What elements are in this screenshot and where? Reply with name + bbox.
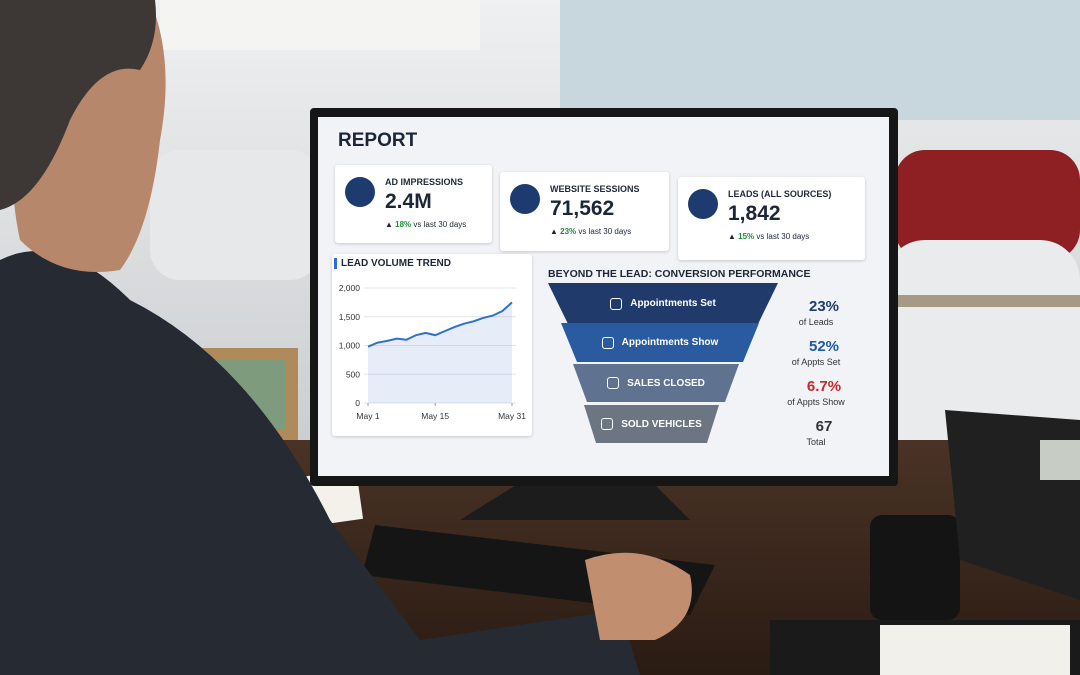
kpi-label: WEBSITE SESSIONS (550, 184, 640, 194)
stage-value: 52% (808, 338, 840, 355)
y-tick-label: 1,500 (339, 312, 361, 322)
kpi-value: 2.4M (385, 190, 432, 213)
kpi-card: WEBSITE SESSIONS 71,562 ▲ 23% vs last 30… (500, 172, 669, 251)
ceiling (160, 0, 480, 50)
white-car (150, 150, 320, 280)
kpi-change-row: ▲ 18% vs last 30 days (385, 220, 467, 229)
funnel-stage: SOLD VEHICLES (584, 405, 719, 443)
stage-icon (607, 377, 620, 389)
red-car (895, 150, 1080, 260)
stage-note: Total (806, 437, 826, 447)
kpi-value: 71,562 (550, 197, 615, 220)
stage-icon (601, 336, 614, 349)
notebook (880, 625, 1070, 675)
kpi-card: LEADS (ALL SOURCES) 1,842 ▲ 15% vs last … (678, 177, 865, 260)
x-tick-label: May 31 (498, 411, 526, 421)
kpi-change: 18% (395, 220, 412, 229)
stage-value: 6.7% (806, 378, 842, 395)
kpi-change-row: ▲ 15% vs last 30 days (728, 232, 810, 241)
railing (895, 295, 1080, 307)
y-tick-label: 0 (355, 398, 360, 408)
kpi-icon (345, 177, 375, 207)
kpi-icon (510, 184, 540, 214)
kpi-note: vs last 30 days (578, 227, 632, 236)
stage-label: SALES CLOSED (627, 377, 705, 389)
kpi-icon (688, 189, 718, 219)
stage-value: 23% (808, 298, 840, 315)
window (560, 0, 1080, 120)
kpi-change: 23% (560, 227, 577, 236)
kpi-card: AD IMPRESSIONS 2.4M ▲ 18% vs last 30 day… (335, 165, 492, 243)
kpi-value: 1,842 (728, 202, 781, 225)
y-tick-label: 2,000 (339, 283, 361, 293)
phone-display (1040, 440, 1080, 480)
x-tick-label: May 15 (421, 411, 449, 421)
stage-label: Appointments Set (630, 298, 716, 309)
person-hand (585, 552, 692, 640)
funnel-stage: Appointments Set (548, 283, 778, 324)
kpi-note: vs last 30 days (413, 220, 467, 229)
mug (870, 515, 960, 620)
funnel-stage: Appointments Show (561, 323, 759, 362)
person-body (0, 251, 640, 675)
stage-value: 67 (815, 418, 833, 435)
report-title: REPORT (338, 130, 418, 151)
kpi-label: LEADS (ALL SOURCES) (728, 189, 832, 199)
trend-line (367, 301, 513, 348)
kpi-note: vs last 30 days (756, 232, 810, 241)
funnel-title: BEYOND THE LEAD: CONVERSION PERFORMANCE (548, 268, 811, 280)
stage-label: Appointments Show (621, 337, 719, 348)
x-tick-label: May 1 (356, 411, 379, 421)
line-chart: 0 500 1,000 1,500 2,000 May 1 May 15 May 31 (339, 283, 526, 421)
funnel-stage: SALES CLOSED (573, 364, 739, 402)
stage-note: of Appts Set (791, 357, 841, 367)
stage-note: of Leads (798, 317, 834, 327)
y-tick-label: 1,000 (339, 341, 361, 351)
chart-title: LEAD VOLUME TREND (334, 258, 451, 269)
stage-label: SOLD VEHICLES (621, 418, 702, 430)
stage-note: of Appts Show (787, 397, 845, 407)
stage-icon (610, 297, 623, 310)
y-tick-label: 500 (346, 369, 360, 379)
kpi-change: 15% (738, 232, 755, 241)
area-fill (368, 302, 512, 403)
kpi-change-row: ▲ 23% vs last 30 days (550, 227, 632, 236)
kpi-label: AD IMPRESSIONS (385, 177, 464, 187)
person-hair (0, 0, 156, 210)
stage-icon (601, 418, 614, 430)
